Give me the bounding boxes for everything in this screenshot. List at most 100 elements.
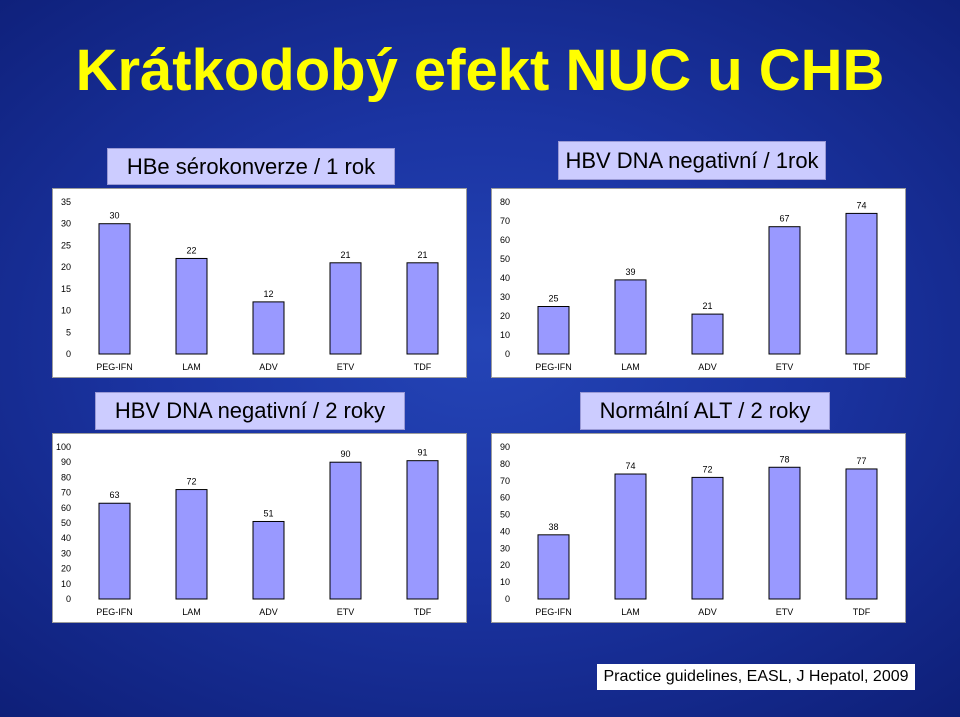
y-tick-label-20: 20 [61, 564, 71, 574]
data-label-peg-ifn: 25 [548, 294, 558, 304]
x-tick-label-etv: ETV [337, 607, 355, 617]
y-tick-label-60: 60 [500, 235, 510, 245]
x-tick-label-etv: ETV [776, 362, 794, 372]
bar-chart-hbe-seroconversion-1-year: 0 5 10 15 20 25 30 35 30 PEG-IFN 22 LAM 12 ADV 21 ETV 21… [61, 197, 439, 372]
data-label-tdf: 74 [856, 200, 866, 210]
y-tick-label-15: 15 [61, 284, 71, 294]
y-tick-label-20: 20 [500, 311, 510, 321]
x-tick-label-peg-ifn: PEG-IFN [535, 607, 572, 617]
x-tick-label-tdf: TDF [414, 362, 432, 372]
x-tick-label-lam: LAM [621, 362, 640, 372]
bar-lam [175, 257, 208, 355]
data-label-etv: 21 [340, 250, 350, 260]
chart-title-hbv-dna-negative-1-year: HBV DNA negativní / 1rok [558, 141, 826, 180]
y-tick-label-90: 90 [500, 442, 510, 452]
chart-panel-hbv-dna-negative-2-years: 0 10 20 30 40 50 60 70 80 90 100 63 PEG-IFN 72 LAM 51 AD… [52, 433, 467, 623]
x-tick-label-etv: ETV [337, 362, 355, 372]
x-tick-label-adv: ADV [698, 607, 717, 617]
x-tick-label-adv: ADV [259, 607, 278, 617]
y-tick-label-5: 5 [66, 327, 71, 337]
bar-tdf [406, 460, 439, 600]
bar-peg-ifn [98, 223, 131, 355]
data-label-adv: 72 [702, 464, 712, 474]
bar-etv [768, 466, 801, 600]
y-tick-label-10: 10 [61, 579, 71, 589]
y-tick-label-0: 0 [66, 349, 71, 359]
bar-adv [252, 301, 285, 355]
y-tick-label-10: 10 [500, 330, 510, 340]
y-tick-label-30: 30 [500, 543, 510, 553]
x-tick-label-peg-ifn: PEG-IFN [96, 607, 133, 617]
x-tick-label-peg-ifn: PEG-IFN [96, 362, 133, 372]
bar-adv [252, 520, 285, 600]
bar-chart-hbv-dna-negative-1-year: 0 10 20 30 40 50 60 70 80 25 PEG-IFN 39 LAM 21 ADV 67 ET… [500, 197, 878, 372]
bar-chart-normal-alt-2-years: 0 10 20 30 40 50 60 70 80 90 38 PEG-IFN 74 LAM 72 ADV 78… [500, 442, 878, 617]
y-tick-label-80: 80 [500, 459, 510, 469]
y-tick-label-40: 40 [500, 526, 510, 536]
bar-tdf [845, 468, 878, 600]
data-label-tdf: 91 [417, 448, 427, 458]
y-tick-label-10: 10 [500, 577, 510, 587]
y-tick-label-0: 0 [505, 349, 510, 359]
x-tick-label-lam: LAM [182, 607, 201, 617]
bar-peg-ifn [537, 534, 570, 600]
bar-lam [175, 489, 208, 600]
y-tick-label-35: 35 [61, 197, 71, 207]
y-tick-label-100: 100 [56, 442, 71, 452]
bar-chart-hbv-dna-negative-2-years: 0 10 20 30 40 50 60 70 80 90 100 63 PEG-IFN 72 LAM 51 AD… [56, 442, 439, 617]
chart-title-normal-alt-2-years: Normální ALT / 2 roky [580, 392, 830, 430]
chart-panel-normal-alt-2-years: 0 10 20 30 40 50 60 70 80 90 38 PEG-IFN 74 LAM 72 ADV 78… [491, 433, 906, 623]
bar-etv [329, 461, 362, 600]
y-tick-label-70: 70 [500, 476, 510, 486]
y-tick-label-90: 90 [61, 457, 71, 467]
y-tick-label-10: 10 [61, 306, 71, 316]
y-tick-label-50: 50 [500, 510, 510, 520]
data-label-etv: 78 [779, 454, 789, 464]
chart-panel-hbe-seroconversion-1-year: 0 5 10 15 20 25 30 35 30 PEG-IFN 22 LAM 12 ADV 21 ETV 21… [52, 188, 467, 378]
y-tick-label-30: 30 [61, 219, 71, 229]
chart-panel-hbv-dna-negative-1-year: 0 10 20 30 40 50 60 70 80 25 PEG-IFN 39 LAM 21 ADV 67 ET… [491, 188, 906, 378]
y-tick-label-60: 60 [500, 493, 510, 503]
x-tick-label-etv: ETV [776, 607, 794, 617]
bar-etv [768, 226, 801, 355]
x-tick-label-peg-ifn: PEG-IFN [535, 362, 572, 372]
bar-tdf [845, 212, 878, 355]
bar-etv [329, 262, 362, 355]
slide-title: Krátkodobý efekt NUC u CHB [75, 38, 885, 103]
y-tick-label-70: 70 [61, 488, 71, 498]
data-label-lam: 72 [186, 477, 196, 487]
y-tick-label-50: 50 [61, 518, 71, 528]
data-label-adv: 51 [263, 508, 273, 518]
x-tick-label-tdf: TDF [853, 607, 871, 617]
data-label-peg-ifn: 38 [548, 522, 558, 532]
data-label-lam: 39 [625, 267, 635, 277]
bar-tdf [406, 262, 439, 355]
y-tick-label-30: 30 [500, 292, 510, 302]
bar-adv [691, 313, 724, 355]
data-label-tdf: 77 [856, 456, 866, 466]
y-tick-label-20: 20 [61, 262, 71, 272]
data-label-lam: 22 [186, 245, 196, 255]
x-tick-label-tdf: TDF [414, 607, 432, 617]
data-label-peg-ifn: 63 [109, 490, 119, 500]
bar-peg-ifn [537, 306, 570, 355]
bar-lam [614, 279, 647, 355]
y-tick-label-70: 70 [500, 216, 510, 226]
y-tick-label-25: 25 [61, 240, 71, 250]
y-tick-label-80: 80 [500, 197, 510, 207]
y-tick-label-30: 30 [61, 548, 71, 558]
data-label-adv: 12 [263, 289, 273, 299]
data-label-etv: 67 [779, 214, 789, 224]
x-tick-label-lam: LAM [621, 607, 640, 617]
x-tick-label-tdf: TDF [853, 362, 871, 372]
y-tick-label-0: 0 [66, 594, 71, 604]
y-tick-label-0: 0 [505, 594, 510, 604]
data-label-adv: 21 [702, 301, 712, 311]
data-label-lam: 74 [625, 461, 635, 471]
chart-title-hbe-seroconversion-1-year: HBe sérokonverze / 1 rok [107, 148, 395, 185]
x-tick-label-adv: ADV [698, 362, 717, 372]
citation: Practice guidelines, EASL, J Hepatol, 20… [597, 664, 915, 690]
chart-title-hbv-dna-negative-2-years: HBV DNA negativní / 2 roky [95, 392, 405, 430]
data-label-peg-ifn: 30 [109, 211, 119, 221]
y-tick-label-40: 40 [61, 533, 71, 543]
